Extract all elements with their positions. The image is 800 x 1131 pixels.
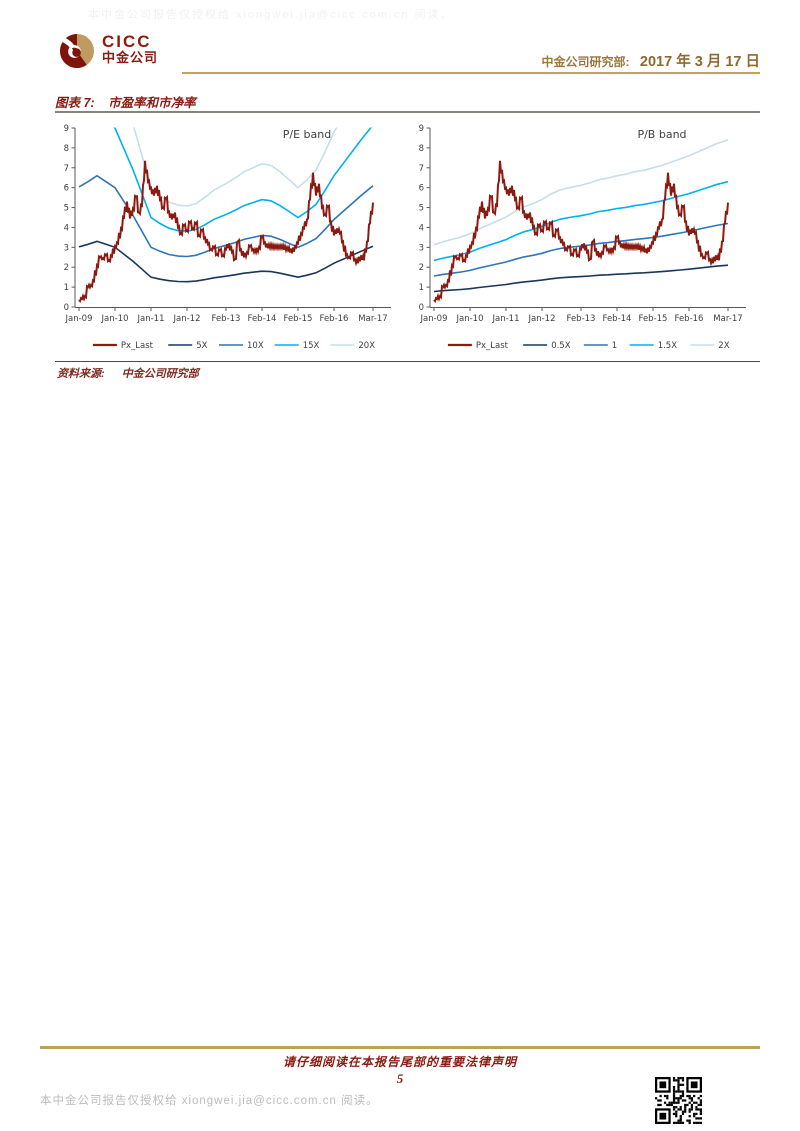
- source-text: 中金公司研究部: [121, 368, 199, 380]
- x-tick-label: Mar-17: [358, 314, 387, 324]
- legend-label-Px_Last: Px_Last: [121, 341, 154, 351]
- footer-rule: [40, 1046, 760, 1049]
- y-tick-label: 1: [64, 283, 69, 293]
- y-tick-label: 9: [419, 124, 424, 134]
- y-tick-label: 3: [64, 243, 69, 253]
- chart-title: P/B band: [637, 128, 686, 141]
- y-tick-label: 9: [64, 124, 69, 134]
- y-tick-label: 7: [419, 164, 424, 174]
- pb-band-chart: 0 1 2 3 4 5 6 7 8 9 Jan-09 Jan-10 Jan-11 Jan-12 Feb-13…: [419, 124, 746, 351]
- x-tick-label: Feb-15: [639, 314, 668, 324]
- pe-band-chart: 0 1 2 3 4 5 6 7 8 9 Jan-09 Jan-10 Jan-11 Jan-12 Feb-13…: [64, 124, 391, 351]
- header-right: 中金公司研究部: 2017 年 3 月 17 日: [541, 50, 760, 71]
- band-line-5X: [78, 240, 374, 283]
- y-tick-label: 8: [419, 144, 424, 154]
- x-tick-label: Jan-12: [173, 314, 201, 324]
- watermark-bottom: 本中金公司报告仅授权给 xiongwei.jia@cicc.com.cn 阅读。: [40, 1095, 379, 1107]
- legend-label-10X: 10X: [247, 341, 264, 351]
- band-line-20X: [133, 127, 338, 207]
- price-line: [78, 160, 374, 304]
- page-number: 5: [396, 1071, 404, 1086]
- legal-notice: 请仔细阅读在本报告尾部的重要法律声明: [282, 1055, 517, 1069]
- chart-title: P/E band: [283, 128, 331, 141]
- legend-label-1.5X: 1.5X: [658, 341, 678, 351]
- logo-text-en: CICC: [102, 32, 152, 51]
- logo-wordmark: CICC 中金公司: [102, 33, 158, 64]
- y-tick-label: 2: [419, 263, 424, 273]
- figure-title-rule: [55, 111, 760, 113]
- y-tick-label: 7: [64, 164, 69, 174]
- figure-title: 图表 7: 市盈率和市净率: [55, 92, 196, 111]
- figure-name: 市盈率和市净率: [108, 96, 196, 110]
- x-tick-label: Feb-15: [284, 314, 313, 324]
- legend-label-1: 1: [612, 341, 617, 351]
- legend-label-15X: 15X: [303, 341, 320, 351]
- logo-text-cn: 中金公司: [102, 49, 159, 65]
- x-tick-label: Jan-11: [137, 314, 165, 324]
- research-dept-label: 中金公司研究部:: [541, 55, 630, 69]
- y-tick-label: 8: [64, 144, 69, 154]
- x-tick-label: Jan-10: [456, 314, 484, 324]
- y-tick-label: 1: [419, 283, 424, 293]
- legend-label-20X: 20X: [358, 341, 375, 351]
- legend-label-2X: 2X: [718, 341, 729, 351]
- figure-source: 资料来源: 中金公司研究部: [57, 365, 199, 381]
- y-tick-label: 5: [64, 204, 69, 214]
- band-line-2X: [433, 139, 729, 246]
- x-tick-label: Jan-09: [420, 314, 448, 324]
- x-tick-label: Feb-14: [603, 314, 632, 324]
- y-tick-label: 6: [419, 184, 424, 194]
- figure-label: 图表 7:: [55, 96, 95, 110]
- y-tick-label: 0: [64, 303, 69, 313]
- y-tick-label: 3: [419, 243, 424, 253]
- source-rule: [55, 361, 760, 362]
- x-tick-label: Jan-09: [65, 314, 93, 324]
- charts-area: 0 1 2 3 4 5 6 7 8 9 Jan-09 Jan-10 Jan-11 Jan-12 Feb-13…: [55, 116, 755, 360]
- report-date: 2017 年 3 月 17 日: [639, 54, 760, 70]
- y-tick-label: 0: [419, 303, 424, 313]
- y-tick-label: 6: [64, 184, 69, 194]
- x-tick-label: Mar-17: [713, 314, 742, 324]
- price-line: [433, 160, 729, 304]
- cicc-logo-icon: [57, 31, 97, 71]
- y-tick-label: 4: [64, 223, 69, 233]
- y-tick-label: 2: [64, 263, 69, 273]
- source-label: 资料来源:: [57, 368, 105, 380]
- legend-label-5X: 5X: [196, 341, 207, 351]
- x-tick-label: Feb-14: [248, 314, 277, 324]
- x-tick-label: Feb-13: [567, 314, 596, 324]
- x-tick-label: Jan-12: [528, 314, 556, 324]
- header-rule: [182, 72, 760, 74]
- cicc-logo-mark: [59, 33, 94, 68]
- qr-code-icon: [655, 1077, 702, 1124]
- x-tick-label: Jan-11: [492, 314, 520, 324]
- band-line-0.5X: [433, 264, 729, 293]
- x-tick-label: Feb-13: [212, 314, 241, 324]
- legend-label-Px_Last: Px_Last: [476, 341, 509, 351]
- x-tick-label: Feb-16: [320, 314, 349, 324]
- x-tick-label: Feb-16: [675, 314, 704, 324]
- y-tick-label: 5: [419, 204, 424, 214]
- watermark-top: 本中金公司报告仅授权给 xiongwei.jia@cicc.com.cn 阅读。: [88, 9, 454, 21]
- x-tick-label: Jan-10: [101, 314, 129, 324]
- y-tick-label: 4: [419, 223, 424, 233]
- legend-label-0.5X: 0.5X: [551, 341, 571, 351]
